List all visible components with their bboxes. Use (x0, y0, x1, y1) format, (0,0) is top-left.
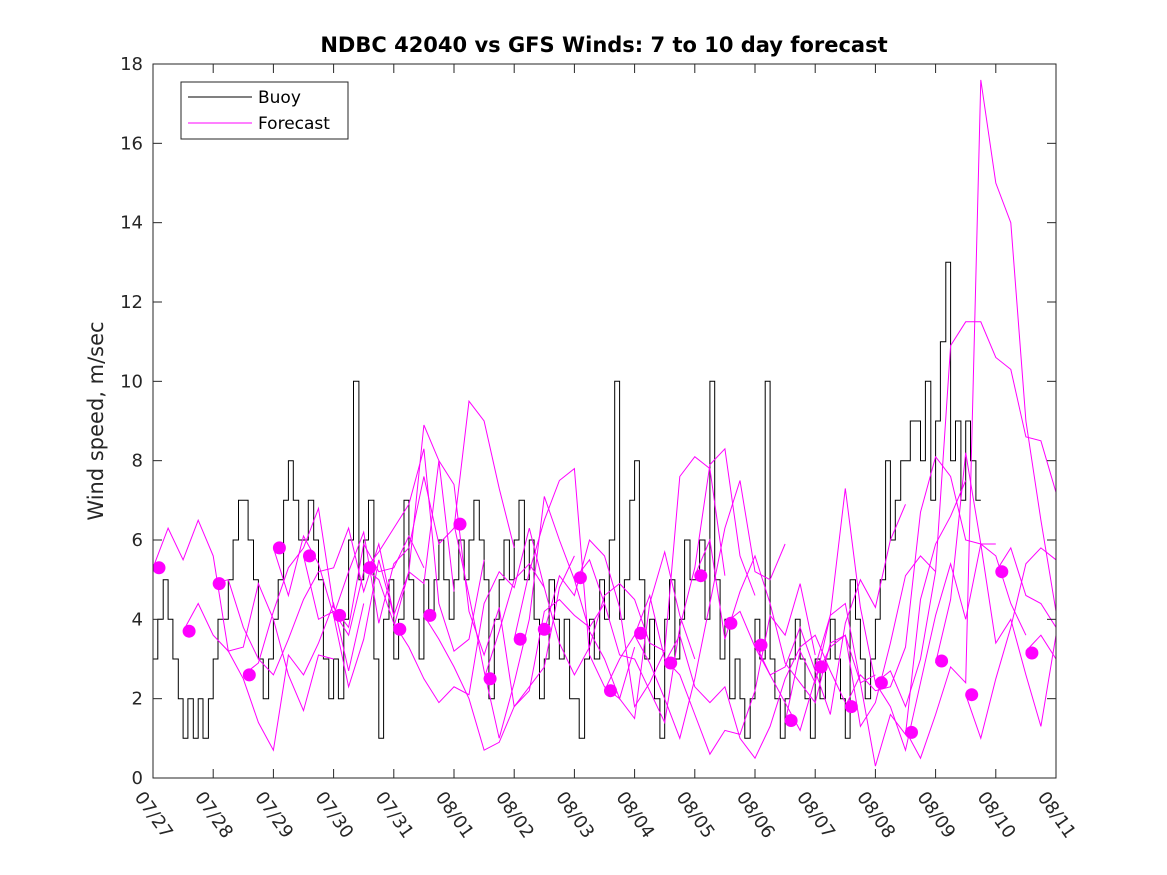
forecast-marker (242, 668, 256, 682)
x-tick-label: 07/27 (130, 788, 177, 843)
forecast-line-5 (272, 460, 455, 689)
y-tick-label: 0 (132, 768, 143, 789)
forecast-line-30 (1025, 634, 1057, 660)
axes-box (152, 63, 1057, 779)
forecast-marker (453, 517, 467, 531)
forecast-line-9 (393, 424, 575, 708)
forecast-line-6 (303, 448, 485, 652)
y-tick-label: 16 (120, 133, 143, 154)
forecast-line-11 (453, 496, 636, 739)
forecast-line-14 (543, 455, 726, 708)
forecast-marker (423, 608, 437, 622)
x-tick-label: 07/30 (311, 788, 358, 843)
plot-content (152, 79, 1057, 767)
forecast-marker (604, 684, 617, 698)
x-tick-label: 08/01 (431, 788, 478, 843)
y-tick-label: 14 (120, 213, 143, 234)
forecast-line-27 (935, 452, 1057, 727)
forecast-line-10 (423, 598, 605, 751)
forecast-line-22 (784, 480, 967, 767)
forecast-marker (182, 624, 196, 638)
x-tick-label: 07/28 (190, 788, 237, 843)
y-tick-label: 18 (120, 54, 143, 75)
forecast-line-25 (875, 321, 1057, 709)
x-tick-label: 08/05 (672, 788, 719, 843)
y-tick-label: 10 (120, 371, 143, 392)
y-tick-label: 4 (132, 609, 143, 630)
forecast-marker (272, 541, 286, 555)
legend-buoy-label: Buoy (258, 88, 301, 108)
x-tick-label: 08/09 (913, 788, 960, 843)
forecast-marker (537, 622, 551, 636)
forecast-marker (995, 565, 1009, 579)
forecast-marker (333, 608, 347, 622)
forecast-marker (844, 700, 858, 714)
x-axis: 07/27 07/28 07/29 07/30 07/31 08/01 08/02 08/03… (130, 64, 1080, 842)
forecast-marker (784, 714, 798, 727)
forecast-marker (814, 660, 828, 674)
forecast-marker (393, 622, 407, 636)
forecast-line-4 (242, 506, 425, 676)
forecast-line-26 (905, 79, 1057, 760)
y-axis: 0 2 4 6 8 10 12 14 16 18 (120, 54, 1056, 789)
forecast-marker (965, 688, 979, 702)
x-tick-label: 08/08 (852, 788, 899, 843)
forecast-marker (303, 549, 316, 563)
legend-forecast-label: Forecast (258, 114, 330, 134)
x-tick-label: 08/10 (973, 788, 1020, 843)
forecast-marker (573, 571, 587, 585)
x-tick-label: 08/11 (1033, 788, 1080, 843)
y-tick-label: 2 (132, 689, 143, 710)
forecast-line-8 (363, 527, 545, 704)
forecast-line-29 (995, 546, 1057, 628)
forecast-marker (212, 577, 226, 591)
x-tick-label: 07/31 (371, 788, 418, 843)
forecast-marker (754, 638, 768, 652)
x-tick-label: 08/02 (491, 788, 538, 843)
forecast-line-28 (965, 547, 1057, 741)
forecast-line-12 (483, 562, 665, 679)
forecast-line-17 (634, 583, 816, 756)
forecast-line-2 (182, 601, 365, 752)
forecast-line-23 (814, 488, 996, 753)
forecast-marker (694, 569, 708, 583)
x-tick-label: 08/06 (732, 788, 779, 843)
y-tick-label: 6 (132, 530, 143, 551)
forecast-marker (935, 654, 949, 668)
forecast-line-16 (604, 480, 786, 740)
forecast-line-3 (213, 526, 395, 676)
forecast-marker (874, 676, 888, 690)
buoy-line (153, 261, 981, 739)
x-tick-label: 08/04 (612, 788, 659, 843)
x-tick-label: 08/03 (551, 788, 598, 843)
forecast-line-7 (333, 399, 515, 624)
forecast-marker (152, 561, 166, 575)
forecast-marker (905, 725, 918, 739)
y-tick-label: 8 (132, 451, 143, 472)
forecast-line-18 (664, 633, 846, 760)
forecast-line-21 (754, 555, 936, 732)
forecast-marker (634, 626, 648, 640)
y-axis-label: Wind speed, m/sec (84, 321, 108, 520)
forecast-line-13 (513, 467, 696, 720)
forecast-marker (513, 632, 527, 646)
forecast-line-1 (152, 518, 334, 713)
forecast-marker (483, 672, 497, 686)
x-tick-label: 07/29 (250, 788, 297, 843)
forecast-marker (363, 561, 377, 575)
forecast-marker (664, 656, 678, 670)
forecast-marker (724, 616, 738, 630)
forecast-line-15 (574, 447, 756, 725)
forecast-marker (1025, 646, 1039, 660)
forecast-line-24 (844, 455, 1027, 707)
y-tick-label: 12 (120, 292, 143, 313)
legend: Buoy Forecast (180, 81, 349, 140)
legend-box (180, 81, 349, 140)
x-tick-label: 08/07 (792, 788, 839, 843)
chart-title: NDBC 42040 vs GFS Winds: 7 to 10 day for… (320, 33, 887, 57)
